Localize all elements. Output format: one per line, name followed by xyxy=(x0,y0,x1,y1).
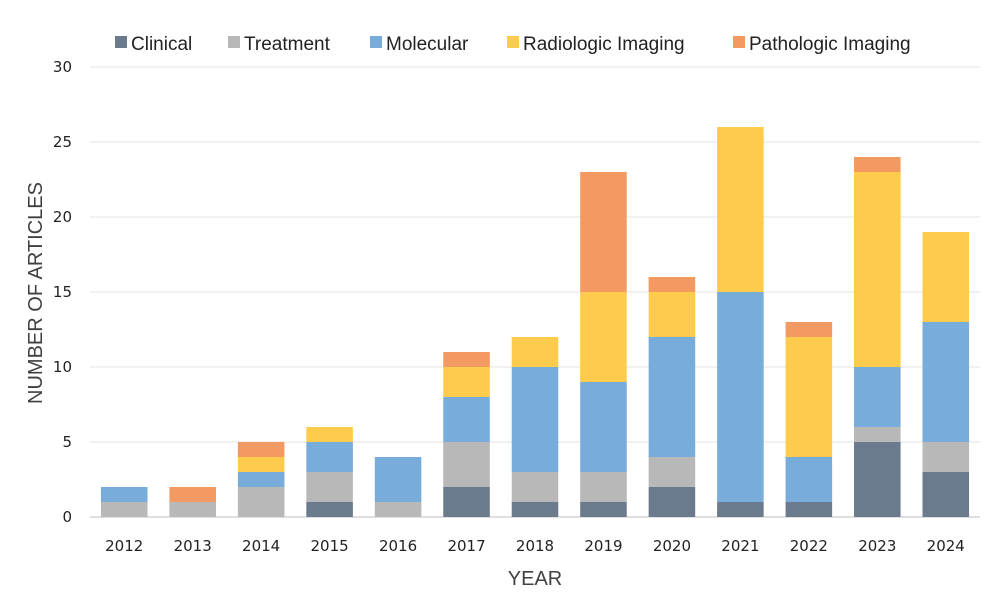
x-axis-ticks: 2012 2013 2014 2015 2016 2017 2018 2019 2020 2021… xyxy=(105,537,965,555)
bar-molecular-2016 xyxy=(374,457,422,502)
bar-radiologic-imaging-2020 xyxy=(648,292,696,337)
legend-swatch-clinical xyxy=(115,36,127,48)
bar-radiologic-imaging-2019 xyxy=(580,292,627,382)
bar-pathologic-imaging-2022 xyxy=(785,322,833,337)
x-tick-label: 2020 xyxy=(653,537,691,555)
bar-pathologic-imaging-2013 xyxy=(169,487,216,502)
bar-clinical-2019 xyxy=(580,502,627,517)
y-axis-ticks: 0 5 10 15 20 25 30 xyxy=(53,58,72,526)
bar-treatment-2023 xyxy=(854,427,901,442)
x-tick-label: 2018 xyxy=(516,537,554,555)
x-axis-title: YEAR xyxy=(508,568,562,590)
legend-label: Treatment xyxy=(244,34,331,55)
x-tick-label: 2022 xyxy=(790,537,828,555)
x-tick-label: 2019 xyxy=(584,537,622,555)
bar-clinical-2021 xyxy=(717,502,764,517)
legend-swatch-radiologic-imaging xyxy=(507,36,519,48)
bar-radiologic-imaging-2018 xyxy=(511,337,559,367)
legend-label: Molecular xyxy=(386,34,469,55)
bar-radiologic-imaging-2017 xyxy=(443,367,490,397)
y-tick-label: 10 xyxy=(53,358,72,376)
x-tick-label: 2021 xyxy=(721,537,759,555)
x-tick-label: 2012 xyxy=(105,537,143,555)
bars xyxy=(100,127,970,517)
bar-molecular-2018 xyxy=(511,367,559,472)
bar-molecular-2020 xyxy=(648,337,696,457)
bar-treatment-2013 xyxy=(169,502,216,517)
bar-radiologic-imaging-2021 xyxy=(717,127,764,292)
bar-molecular-2023 xyxy=(854,367,901,427)
y-tick-label: 5 xyxy=(62,433,72,451)
bar-radiologic-imaging-2014 xyxy=(237,457,285,472)
x-tick-label: 2016 xyxy=(379,537,417,555)
bar-clinical-2024 xyxy=(922,472,970,517)
bar-clinical-2017 xyxy=(443,487,490,517)
bar-molecular-2017 xyxy=(443,397,490,442)
bar-pathologic-imaging-2019 xyxy=(580,172,627,292)
bar-treatment-2020 xyxy=(648,457,696,487)
legend-swatch-molecular xyxy=(370,36,382,48)
legend-label: Clinical xyxy=(131,34,192,55)
y-tick-label: 25 xyxy=(53,133,72,151)
x-tick-label: 2013 xyxy=(174,537,212,555)
bar-molecular-2014 xyxy=(237,472,285,487)
bar-molecular-2024 xyxy=(922,322,970,442)
bar-treatment-2014 xyxy=(237,487,285,517)
bar-pathologic-imaging-2020 xyxy=(648,277,696,292)
bar-radiologic-imaging-2024 xyxy=(922,232,970,322)
bar-treatment-2012 xyxy=(100,502,148,517)
y-tick-label: 15 xyxy=(53,283,72,301)
bar-molecular-2012 xyxy=(100,487,148,502)
bar-treatment-2017 xyxy=(443,442,490,487)
legend-label: Pathologic Imaging xyxy=(749,34,911,55)
y-tick-label: 30 xyxy=(53,58,72,76)
x-tick-label: 2024 xyxy=(927,537,965,555)
y-axis-title: NUMBER OF ARTICLES xyxy=(25,182,47,404)
legend-label: Radiologic Imaging xyxy=(523,34,685,55)
bar-pathologic-imaging-2017 xyxy=(443,352,490,367)
y-tick-label: 20 xyxy=(53,208,72,226)
bar-molecular-2015 xyxy=(306,442,353,472)
bar-treatment-2015 xyxy=(306,472,353,502)
bar-clinical-2020 xyxy=(648,487,696,517)
x-tick-label: 2015 xyxy=(311,537,349,555)
bar-clinical-2015 xyxy=(306,502,353,517)
legend-swatch-pathologic-imaging xyxy=(733,36,745,48)
x-tick-label: 2017 xyxy=(447,537,485,555)
bar-treatment-2019 xyxy=(580,472,627,502)
bar-radiologic-imaging-2023 xyxy=(854,172,901,367)
bar-pathologic-imaging-2014 xyxy=(237,442,285,457)
x-tick-label: 2014 xyxy=(242,537,280,555)
legend: Clinical Treatment Molecular Radiologic Ima… xyxy=(115,34,911,55)
bar-treatment-2018 xyxy=(511,472,559,502)
x-tick-label: 2023 xyxy=(858,537,896,555)
bar-radiologic-imaging-2015 xyxy=(306,427,353,442)
bar-treatment-2016 xyxy=(374,502,422,517)
bar-clinical-2018 xyxy=(511,502,559,517)
legend-swatch-treatment xyxy=(228,36,240,48)
bar-clinical-2022 xyxy=(785,502,833,517)
bar-molecular-2022 xyxy=(785,457,833,502)
y-tick-label: 0 xyxy=(62,508,72,526)
bar-pathologic-imaging-2023 xyxy=(854,157,901,172)
bar-clinical-2023 xyxy=(854,442,901,517)
bar-molecular-2019 xyxy=(580,382,627,472)
bar-treatment-2024 xyxy=(922,442,970,472)
bar-molecular-2021 xyxy=(717,292,764,502)
bar-radiologic-imaging-2022 xyxy=(785,337,833,457)
